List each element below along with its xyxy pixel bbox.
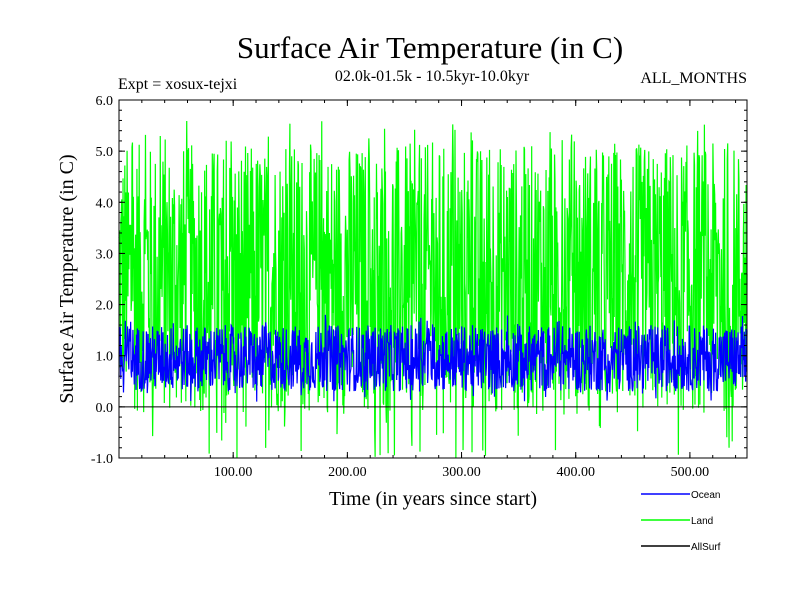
y-tick-label: 3.0 xyxy=(96,247,114,262)
legend: Ocean Land AllSurf xyxy=(641,490,721,553)
plot-frame xyxy=(118,99,748,459)
x-tick-label: 100.00 xyxy=(214,465,253,480)
y-tick-label: 2.0 xyxy=(96,299,114,314)
legend-label-land: Land xyxy=(691,516,713,527)
y-tick-label: 0.0 xyxy=(96,401,114,416)
x-axis-label: Time (in years since start) xyxy=(329,488,537,510)
y-tick-label: -1.0 xyxy=(91,452,113,467)
experiment-label: Expt = xosux-tejxi xyxy=(118,76,238,93)
legend-label-ocean: Ocean xyxy=(691,490,720,501)
months-label: ALL_MONTHS xyxy=(640,70,747,87)
x-tick-label: 200.00 xyxy=(328,465,367,480)
x-tick-label: 400.00 xyxy=(556,465,595,480)
axes-group: -1.0 0.0 1.0 2.0 3.0 4.0 5.0 6.0 100.00 200.00 300… xyxy=(91,94,748,480)
chart-title: Surface Air Temperature (in C) xyxy=(237,30,623,65)
x-tick-label: 300.00 xyxy=(442,465,481,480)
y-tick-label: 5.0 xyxy=(96,145,114,160)
legend-label-allsurf: AllSurf xyxy=(691,542,721,553)
ocean-series-line xyxy=(118,314,748,402)
y-tick-label: 4.0 xyxy=(96,196,114,211)
plot-series-group xyxy=(118,121,748,458)
y-tick-label: 6.0 xyxy=(96,94,114,109)
x-tick-label: 500.00 xyxy=(671,465,710,480)
y-tick-label: 1.0 xyxy=(96,350,114,365)
period-label: 02.0k-01.5k - 10.5kyr-10.0kyr xyxy=(335,68,530,85)
land-series-line xyxy=(118,121,748,458)
y-axis-label: Surface Air Temperature (in C) xyxy=(56,154,78,403)
